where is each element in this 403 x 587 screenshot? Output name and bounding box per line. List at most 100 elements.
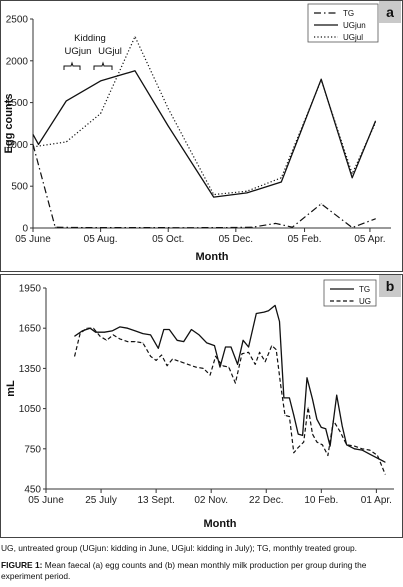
data-point-tg: [351, 227, 353, 229]
legend-label-tg: TG: [343, 9, 354, 18]
y-axis-label: Egg counts: [3, 94, 15, 154]
data-point-ug: [289, 416, 290, 417]
data-point-tg: [297, 433, 299, 435]
panel-label: a: [386, 4, 394, 20]
data-point-tg: [150, 334, 152, 336]
x-tick-label: 05 Feb.: [288, 234, 322, 245]
data-point-tg: [127, 327, 128, 329]
series-line-ugjun: [32, 70, 377, 198]
data-point-ug: [293, 452, 295, 454]
x-axis-label: Month: [196, 251, 229, 263]
caption-abbreviations: UG, untreated group (UGjun: kidding in J…: [1, 543, 357, 553]
data-point-tg: [320, 203, 322, 205]
data-point-tg: [293, 414, 295, 416]
data-point-ug: [187, 364, 189, 365]
data-point-ug: [215, 355, 217, 357]
data-point-tg: [312, 398, 313, 400]
data-point-tg: [184, 227, 186, 229]
data-point-ug: [203, 368, 204, 369]
data-point-tg: [111, 330, 113, 332]
data-point-ugjun: [280, 181, 282, 183]
data-point-ug: [127, 341, 128, 342]
data-point-ug: [228, 366, 230, 368]
data-point-tg: [384, 461, 386, 463]
data-point-ug: [112, 334, 114, 336]
data-point-ug: [235, 382, 236, 384]
data-point-ug: [172, 358, 174, 360]
data-point-tg: [375, 218, 376, 220]
data-point-tg: [224, 227, 226, 229]
data-point-ug: [142, 342, 144, 344]
data-point-ug: [264, 361, 266, 363]
data-point-ugjul: [213, 194, 215, 196]
data-point-tg: [95, 331, 96, 333]
y-tick-label: 1350: [19, 364, 42, 375]
x-tick-label: 13 Sept.: [137, 495, 174, 506]
data-point-tg: [275, 223, 277, 224]
data-point-ug: [377, 455, 378, 456]
data-point-tg: [268, 310, 269, 312]
data-point-ugjun: [246, 192, 248, 194]
data-point-tg: [134, 330, 136, 332]
y-tick-label: 450: [24, 485, 41, 496]
data-point-ugjun: [375, 120, 376, 122]
data-point-tg: [341, 425, 343, 427]
x-tick-label: 05 Oct.: [152, 234, 184, 245]
x-tick-label: 22 Dec.: [249, 495, 283, 506]
data-point-ug: [74, 355, 75, 357]
data-point-tg: [82, 227, 84, 229]
data-point-tg: [302, 435, 303, 436]
data-point-ug: [297, 447, 299, 448]
y-axis-label: mL: [5, 380, 17, 397]
data-point-ug: [339, 431, 341, 432]
x-axis-label: Month: [204, 518, 237, 530]
data-point-ug: [361, 448, 363, 450]
x-tick-label: 25 July: [85, 495, 117, 506]
data-point-tg: [316, 418, 318, 420]
data-point-ug: [119, 338, 121, 340]
data-point-ug: [303, 441, 305, 443]
y-tick-label: 0: [22, 224, 28, 235]
data-point-tg: [369, 453, 371, 455]
data-point-ugjun: [320, 78, 322, 80]
data-point-ug: [93, 327, 94, 329]
data-point-tg: [283, 397, 285, 399]
data-point-ugjul: [320, 79, 322, 81]
y-tick-label: 1650: [19, 324, 42, 335]
data-point-tg: [206, 342, 208, 344]
data-point-tg: [354, 448, 355, 450]
data-point-ug: [327, 455, 329, 456]
data-point-ugjul: [167, 108, 169, 109]
figure-text: Mean faecal (a) egg counts and (b) mean …: [1, 560, 367, 581]
legend-label-ugjun: UGjun: [343, 21, 366, 30]
data-point-ug: [221, 365, 223, 367]
data-point-ugjul: [280, 177, 282, 179]
series-line-ugjul: [32, 35, 377, 196]
data-point-tg: [230, 346, 232, 348]
data-point-tg: [142, 333, 144, 334]
x-tick-label: 10 Feb.: [304, 495, 338, 506]
y-tick-label: 2500: [6, 15, 29, 26]
data-point-ug: [180, 361, 181, 363]
data-point-ugjun: [213, 196, 215, 198]
data-point-tg: [163, 329, 165, 330]
data-point-tg: [214, 345, 215, 346]
data-point-tg: [248, 346, 250, 348]
data-point-tg: [325, 428, 327, 430]
kidding-label: Kidding: [74, 33, 106, 44]
panel-label-box: [379, 1, 401, 23]
data-point-ug: [271, 345, 273, 346]
caption-figure: FIGURE 1: Mean faecal (a) egg counts and…: [1, 560, 401, 582]
legend-box: [307, 3, 379, 43]
y-tick-label: 750: [24, 444, 41, 455]
data-point-ugjun: [65, 100, 67, 102]
series-line-tg: [32, 144, 376, 229]
data-point-ug: [333, 420, 334, 422]
data-point-tg: [32, 144, 34, 145]
data-point-ug: [369, 449, 371, 451]
data-point-tg: [306, 377, 308, 379]
panel-a: 0 500 1000 1500 2000 2500 05 June 05 Aug. 05 Oct…: [3, 1, 401, 263]
data-point-ug: [280, 384, 281, 385]
y-tick-label: 1500: [6, 98, 29, 109]
data-point-ug: [259, 351, 260, 353]
